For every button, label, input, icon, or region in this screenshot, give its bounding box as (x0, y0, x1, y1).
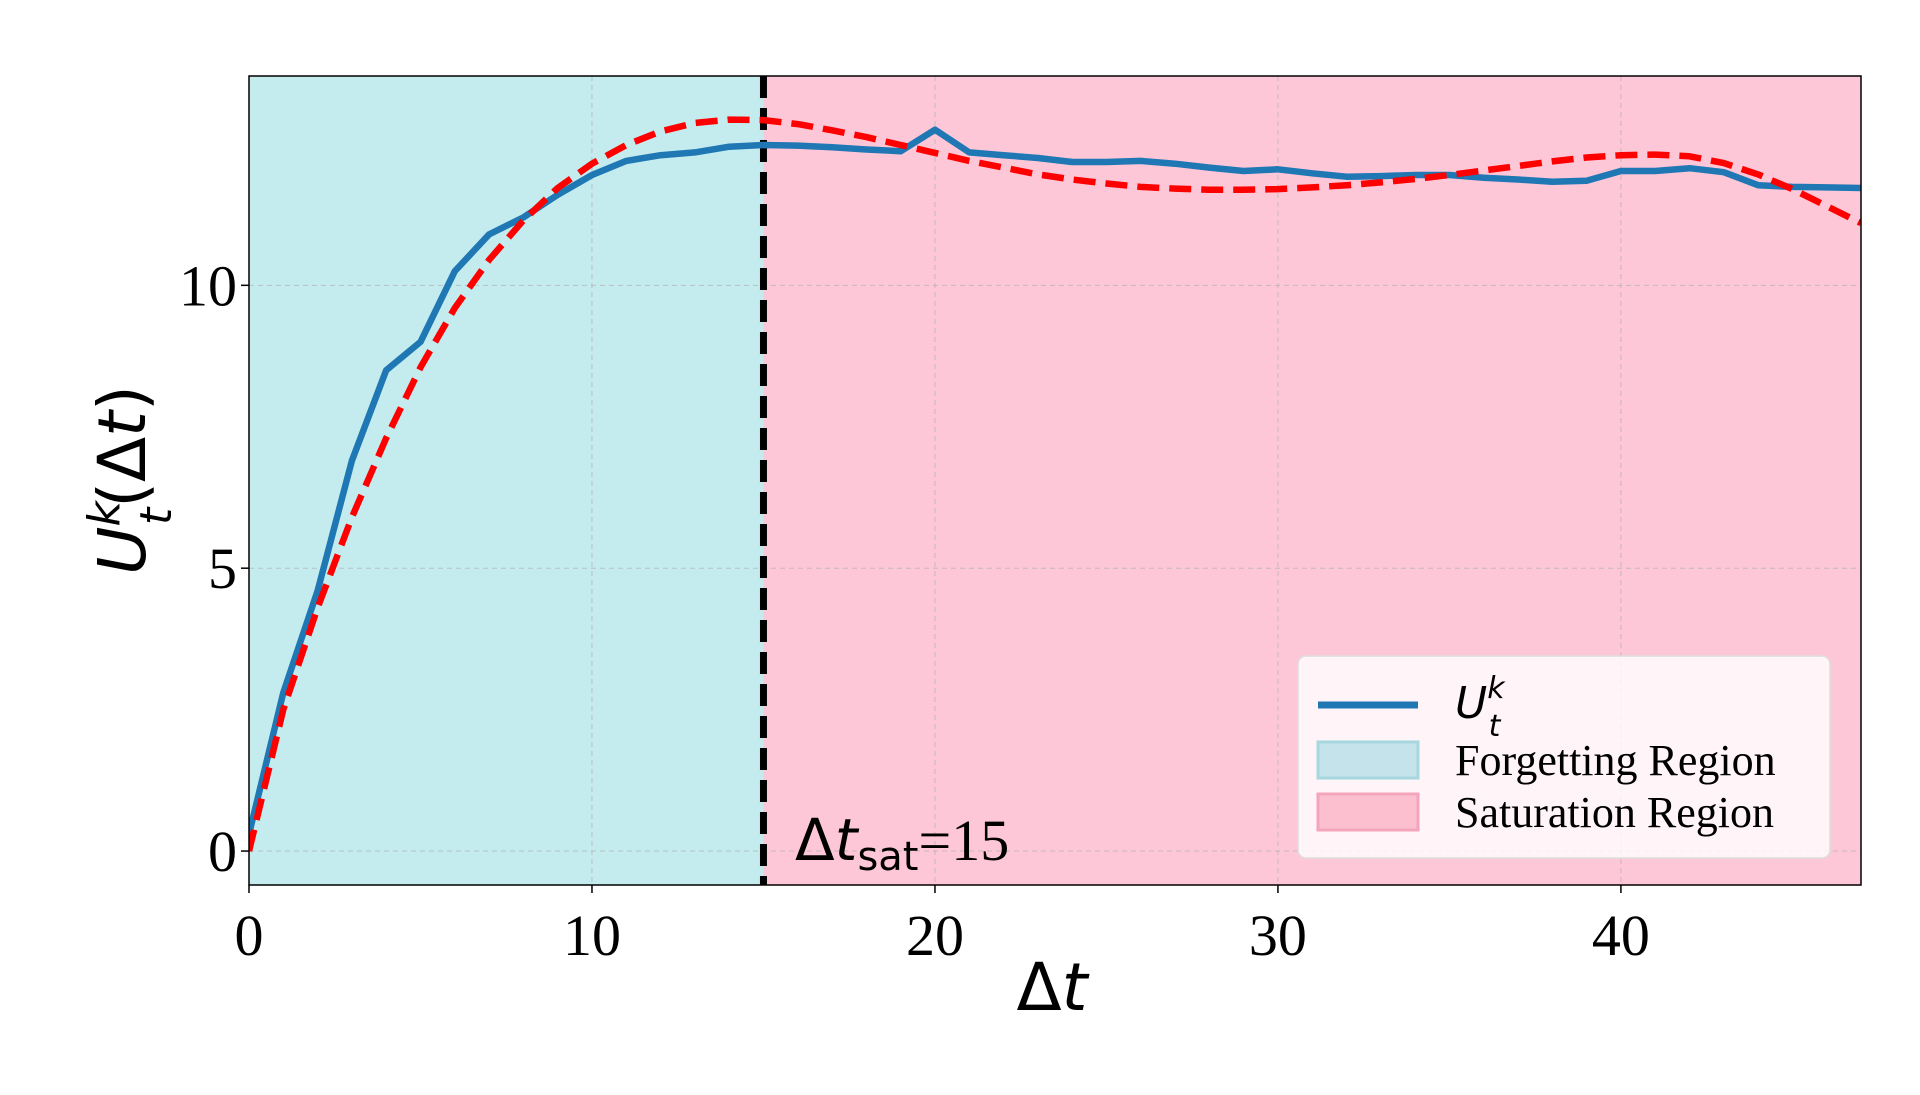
legend: Uk t Forgetting Region Saturation Region (1297, 655, 1831, 859)
y-axis-label-paren-close: ) (84, 385, 161, 411)
legend-label-series-sub: t (1489, 709, 1502, 744)
y-axis-label-u: U (84, 526, 161, 574)
x-tick-label: 30 (1249, 903, 1307, 968)
y-axis-label-sub: t (131, 506, 182, 525)
y-axis-label: Ukt(Δt) (79, 385, 182, 575)
series-line-fit (249, 116, 1861, 852)
y-axis-label-paren-open: (Δ (84, 437, 161, 508)
legend-label-forgetting: Forgetting Region (1455, 736, 1776, 785)
x-ticks: 0 10 20 30 40 (235, 885, 1650, 968)
legend-label-series: Uk t (1455, 671, 1506, 744)
x-tick-label: 20 (906, 903, 964, 968)
legend-label-series-sup: k (1487, 671, 1506, 706)
x-tick-label: 0 (235, 903, 264, 968)
y-ticks: 0 5 10 (179, 253, 249, 884)
threshold-label-t: t (835, 806, 860, 874)
series-line-ukt (249, 126, 1861, 835)
legend-box (1297, 655, 1831, 859)
threshold-label-value: =15 (918, 808, 1009, 873)
threshold-label-sub: sat (857, 834, 918, 880)
y-tick-label: 10 (179, 253, 237, 318)
y-axis-label-sup: k (79, 499, 130, 526)
region-forgetting (249, 76, 764, 885)
plot-frame (248, 75, 1862, 886)
legend-label-series-u: U (1455, 678, 1487, 729)
series-lines (249, 116, 1861, 852)
x-tick-label: 10 (563, 903, 621, 968)
y-tick-label: 0 (208, 819, 237, 884)
threshold-label: Δtsat=15 (795, 806, 1009, 880)
legend-label-saturation: Saturation Region (1455, 788, 1774, 837)
x-axis-label: Δt (1016, 949, 1089, 1026)
y-tick-label: 5 (208, 536, 237, 601)
x-axis-label-delta: Δ (1016, 949, 1061, 1026)
legend-swatch-forgetting (1316, 740, 1420, 780)
threshold-label-delta: Δ (795, 806, 835, 874)
x-tick-label: 40 (1592, 903, 1650, 968)
legend-swatch-saturation (1316, 792, 1420, 832)
x-axis-label-t: t (1062, 949, 1090, 1026)
y-axis-label-t: t (84, 409, 161, 437)
